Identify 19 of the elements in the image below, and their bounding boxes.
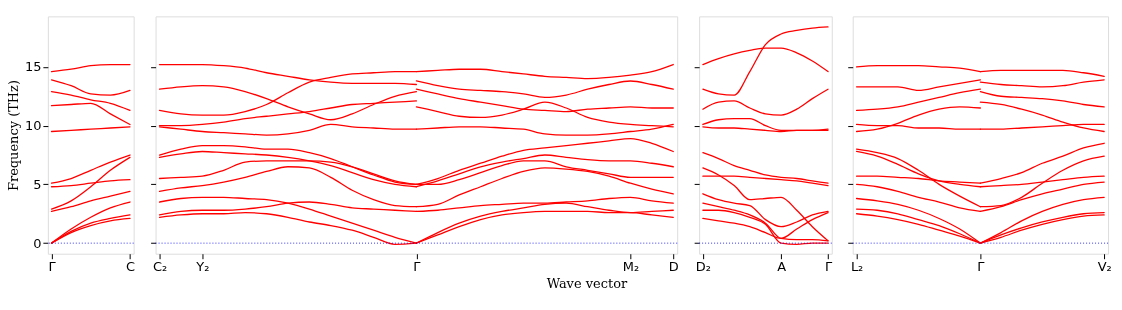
y-tick-label: 5: [33, 176, 42, 192]
y-tick-label: 15: [24, 59, 42, 75]
x-tick-label: M₂: [622, 259, 640, 275]
x-tick-label: C: [125, 259, 136, 275]
x-axis-title: Wave vector: [546, 276, 628, 292]
y-tick-label: 0: [33, 235, 42, 251]
y-tick-label: 10: [24, 118, 42, 134]
y-axis-title: Frequency (THz): [5, 80, 21, 192]
x-tick-label: D₂: [695, 259, 711, 275]
x-tick-label: A: [777, 259, 787, 275]
x-tick-label: C₂: [152, 259, 168, 275]
x-tick-label: Γ: [413, 259, 422, 275]
x-tick-label: Γ: [824, 259, 833, 275]
x-tick-label: Γ: [977, 259, 986, 275]
x-tick-label: V₂: [1097, 259, 1112, 275]
x-tick-label: D: [668, 259, 679, 275]
x-tick-label: L₂: [850, 259, 864, 275]
x-tick-label: Γ: [48, 259, 57, 275]
x-tick-label: Y₂: [195, 259, 210, 275]
